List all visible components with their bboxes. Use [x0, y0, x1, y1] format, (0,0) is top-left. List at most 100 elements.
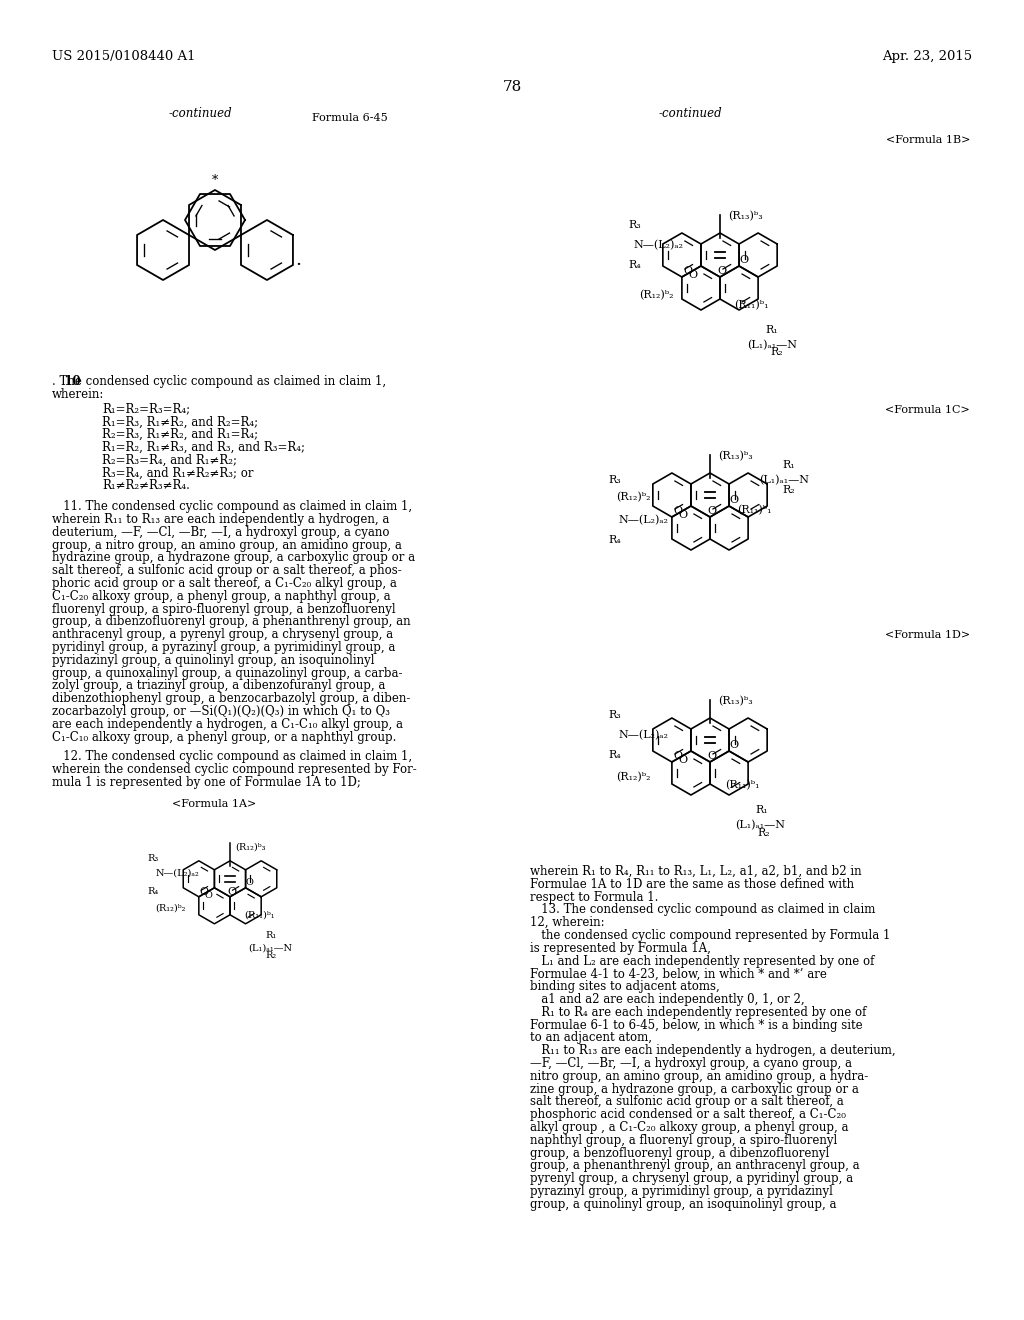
Text: R₄: R₄ — [147, 887, 159, 896]
Text: the condensed cyclic compound represented by Formula 1: the condensed cyclic compound represente… — [530, 929, 891, 942]
Text: R₁≠R₂≠R₃≠R₄.: R₁≠R₂≠R₃≠R₄. — [102, 479, 189, 492]
Text: (R₁₂)ᵇ₂: (R₁₂)ᵇ₂ — [639, 290, 674, 301]
Text: <Formula 1C>: <Formula 1C> — [886, 405, 970, 414]
Text: O: O — [718, 265, 726, 276]
Text: wherein the condensed cyclic compound represented by For-: wherein the condensed cyclic compound re… — [52, 763, 417, 776]
Text: (L₁)ₐ₁—N: (L₁)ₐ₁—N — [735, 820, 784, 830]
Text: mula 1 is represented by one of Formulae 1A to 1D;: mula 1 is represented by one of Formulae… — [52, 776, 360, 789]
Text: (R₁₃)ᵇ₃: (R₁₃)ᵇ₃ — [718, 696, 753, 706]
Text: binding sites to adjacent atoms,: binding sites to adjacent atoms, — [530, 981, 720, 993]
Text: R₄: R₄ — [629, 260, 642, 271]
Text: dibenzothiophenyl group, a benzocarbazolyl group, a diben-: dibenzothiophenyl group, a benzocarbazol… — [52, 692, 411, 705]
Text: (R₁₁)ᵇ₁: (R₁₁)ᵇ₁ — [736, 506, 771, 515]
Text: anthracenyl group, a pyrenyl group, a chrysenyl group, a: anthracenyl group, a pyrenyl group, a ch… — [52, 628, 393, 642]
Text: group, a quinolinyl group, an isoquinolinyl group, a: group, a quinolinyl group, an isoquinoli… — [530, 1197, 837, 1210]
Text: R₁: R₁ — [766, 325, 778, 335]
Text: R₃: R₃ — [609, 710, 622, 719]
Text: group, a phenanthrenyl group, an anthracenyl group, a: group, a phenanthrenyl group, an anthrac… — [530, 1159, 859, 1172]
Text: Formula 6-45: Formula 6-45 — [312, 114, 388, 123]
Text: (R₁₃)ᵇ₃: (R₁₃)ᵇ₃ — [718, 451, 753, 461]
Text: pyrazinyl group, a pyrimidinyl group, a pyridazinyl: pyrazinyl group, a pyrimidinyl group, a … — [530, 1185, 833, 1199]
Text: (R₁₂)ᵇ₂: (R₁₂)ᵇ₂ — [615, 492, 650, 503]
Text: R₁₁ to R₁₃ are each independently a hydrogen, a deuterium,: R₁₁ to R₁₃ are each independently a hydr… — [530, 1044, 896, 1057]
Text: Apr. 23, 2015: Apr. 23, 2015 — [882, 50, 972, 63]
Text: (R₁₂)ᵇ₂: (R₁₂)ᵇ₂ — [156, 904, 186, 913]
Text: ​13. The condensed cyclic compound as claimed in claim: ​13. The condensed cyclic compound as cl… — [530, 903, 876, 916]
Text: ​12. The condensed cyclic compound as claimed in claim 1,: ​12. The condensed cyclic compound as cl… — [52, 750, 412, 763]
Text: R₃: R₃ — [609, 475, 622, 484]
Text: R₃: R₃ — [147, 854, 159, 863]
Text: group, a benzofluorenyl group, a dibenzofluorenyl: group, a benzofluorenyl group, a dibenzo… — [530, 1147, 829, 1159]
Text: pyrenyl group, a chrysenyl group, a pyridinyl group, a: pyrenyl group, a chrysenyl group, a pyri… — [530, 1172, 853, 1185]
Text: group, a nitro group, an amino group, an amidino group, a: group, a nitro group, an amino group, an… — [52, 539, 401, 552]
Text: (R₁₂)ᵇ₂: (R₁₂)ᵇ₂ — [615, 772, 650, 783]
Text: pyridazinyl group, a quinolinyl group, an isoquinolinyl: pyridazinyl group, a quinolinyl group, a… — [52, 653, 375, 667]
Text: R₂: R₂ — [782, 484, 795, 495]
Text: US 2015/0108440 A1: US 2015/0108440 A1 — [52, 50, 196, 63]
Text: O: O — [199, 887, 208, 896]
Text: O: O — [708, 751, 717, 760]
Text: <Formula 1D>: <Formula 1D> — [885, 630, 970, 640]
Text: O: O — [708, 506, 717, 516]
Text: (L₁)ₐ₁—N: (L₁)ₐ₁—N — [760, 475, 810, 486]
Text: —F, —Cl, —Br, —I, a hydroxyl group, a cyano group, a: —F, —Cl, —Br, —I, a hydroxyl group, a cy… — [530, 1057, 852, 1071]
Text: Formulae 1A to 1D are the same as those defined with: Formulae 1A to 1D are the same as those … — [530, 878, 854, 891]
Text: N—(L₂)ₐ₂: N—(L₂)ₐ₂ — [156, 869, 200, 878]
Text: fluorenyl group, a spiro-fluorenyl group, a benzofluorenyl: fluorenyl group, a spiro-fluorenyl group… — [52, 603, 395, 615]
Text: N—(L₂)ₐ₂: N—(L₂)ₐ₂ — [618, 730, 669, 741]
Text: to an adjacent atom,: to an adjacent atom, — [530, 1031, 652, 1044]
Text: R₁ to R₄ are each independently represented by one of: R₁ to R₄ are each independently represen… — [530, 1006, 866, 1019]
Text: . The condensed cyclic compound as claimed in claim 1,: . The condensed cyclic compound as claim… — [52, 375, 386, 388]
Text: is represented by Formula 1A,: is represented by Formula 1A, — [530, 941, 711, 954]
Text: (L₁)ₐ₁—N: (L₁)ₐ₁—N — [746, 341, 797, 350]
Text: (R₁₁)ᵇ₁: (R₁₁)ᵇ₁ — [244, 911, 274, 920]
Text: Formulae 4-1 to 4-23, below, in which * and *’ are: Formulae 4-1 to 4-23, below, in which * … — [530, 968, 826, 981]
Text: N—(L₂)ₐ₂: N—(L₂)ₐ₂ — [618, 515, 669, 525]
Text: O: O — [227, 887, 237, 896]
Text: <Formula 1B>: <Formula 1B> — [886, 135, 970, 145]
Text: -continued: -continued — [168, 107, 231, 120]
Text: deuterium, —F, —Cl, —Br, —I, a hydroxyl group, a cyano: deuterium, —F, —Cl, —Br, —I, a hydroxyl … — [52, 525, 389, 539]
Text: O: O — [204, 891, 212, 899]
Text: N—(L₂)ₐ₂: N—(L₂)ₐ₂ — [634, 240, 684, 251]
Text: O: O — [739, 255, 749, 265]
Text: O: O — [729, 495, 738, 506]
Text: *: * — [212, 174, 218, 187]
Text: O: O — [673, 751, 682, 760]
Text: wherein R₁₁ to R₁₃ are each independently a hydrogen, a: wherein R₁₁ to R₁₃ are each independentl… — [52, 513, 389, 525]
Text: a1 and a2 are each independently 0, 1, or 2,: a1 and a2 are each independently 0, 1, o… — [530, 993, 805, 1006]
Text: R₂: R₂ — [266, 950, 276, 960]
Text: <Formula 1A>: <Formula 1A> — [172, 799, 256, 809]
Text: respect to Formula 1.: respect to Formula 1. — [530, 891, 658, 904]
Text: R₂=R₃, R₁≠R₂, and R₁=R₄;: R₂=R₃, R₁≠R₂, and R₁=R₄; — [102, 428, 258, 441]
Text: nitro group, an amino group, an amidino group, a hydra-: nitro group, an amino group, an amidino … — [530, 1069, 868, 1082]
Text: R₂: R₂ — [758, 828, 770, 838]
Text: R₁: R₁ — [756, 805, 768, 814]
Text: L₁ and L₂ are each independently represented by one of: L₁ and L₂ are each independently represe… — [530, 954, 874, 968]
Text: zocarbazolyl group, or —Si(Q₁)(Q₂)(Q₃) in which Q₁ to Q₃: zocarbazolyl group, or —Si(Q₁)(Q₂)(Q₃) i… — [52, 705, 390, 718]
Text: R₄: R₄ — [609, 750, 622, 760]
Text: R₁=R₃, R₁≠R₂, and R₂=R₄;: R₁=R₃, R₁≠R₂, and R₂=R₄; — [102, 416, 258, 429]
Text: pyridinyl group, a pyrazinyl group, a pyrimidinyl group, a: pyridinyl group, a pyrazinyl group, a py… — [52, 642, 395, 653]
Text: (R₁₃)ᵇ₃: (R₁₃)ᵇ₃ — [728, 211, 763, 222]
Text: 12, wherein:: 12, wherein: — [530, 916, 604, 929]
Text: wherein R₁ to R₄, R₁₁ to R₁₃, L₁, L₂, a1, a2, b1, and b2 in: wherein R₁ to R₄, R₁₁ to R₁₃, L₁, L₂, a1… — [530, 865, 861, 878]
Text: Formulae 6-1 to 6-45, below, in which * is a binding site: Formulae 6-1 to 6-45, below, in which * … — [530, 1019, 862, 1032]
Text: O: O — [689, 269, 698, 280]
Text: R₁=R₂, R₁≠R₃, and R₃, and R₃=R₄;: R₁=R₂, R₁≠R₃, and R₃, and R₃=R₄; — [102, 441, 305, 454]
Text: R₁: R₁ — [266, 931, 278, 940]
Text: R₁=R₂=R₃=R₄;: R₁=R₂=R₃=R₄; — [102, 403, 190, 416]
Text: 78: 78 — [503, 81, 521, 94]
Text: R₁: R₁ — [782, 459, 795, 470]
Text: O: O — [683, 265, 692, 276]
Text: O: O — [246, 878, 254, 887]
Text: R₂: R₂ — [771, 347, 783, 356]
Text: ​10: ​10 — [52, 375, 81, 388]
Text: group, a quinoxalinyl group, a quinazolinyl group, a carba-: group, a quinoxalinyl group, a quinazoli… — [52, 667, 402, 680]
Text: R₂=R₃=R₄, and R₁≠R₂;: R₂=R₃=R₄, and R₁≠R₂; — [102, 454, 237, 467]
Text: R₄: R₄ — [609, 535, 622, 545]
Text: (R₁₁)ᵇ₁: (R₁₁)ᵇ₁ — [725, 780, 760, 791]
Text: salt thereof, a sulfonic acid group or a salt thereof, a: salt thereof, a sulfonic acid group or a… — [530, 1096, 844, 1109]
Text: zolyl group, a triazinyl group, a dibenzofuranyl group, a: zolyl group, a triazinyl group, a dibenz… — [52, 680, 385, 693]
Text: O: O — [679, 510, 688, 520]
